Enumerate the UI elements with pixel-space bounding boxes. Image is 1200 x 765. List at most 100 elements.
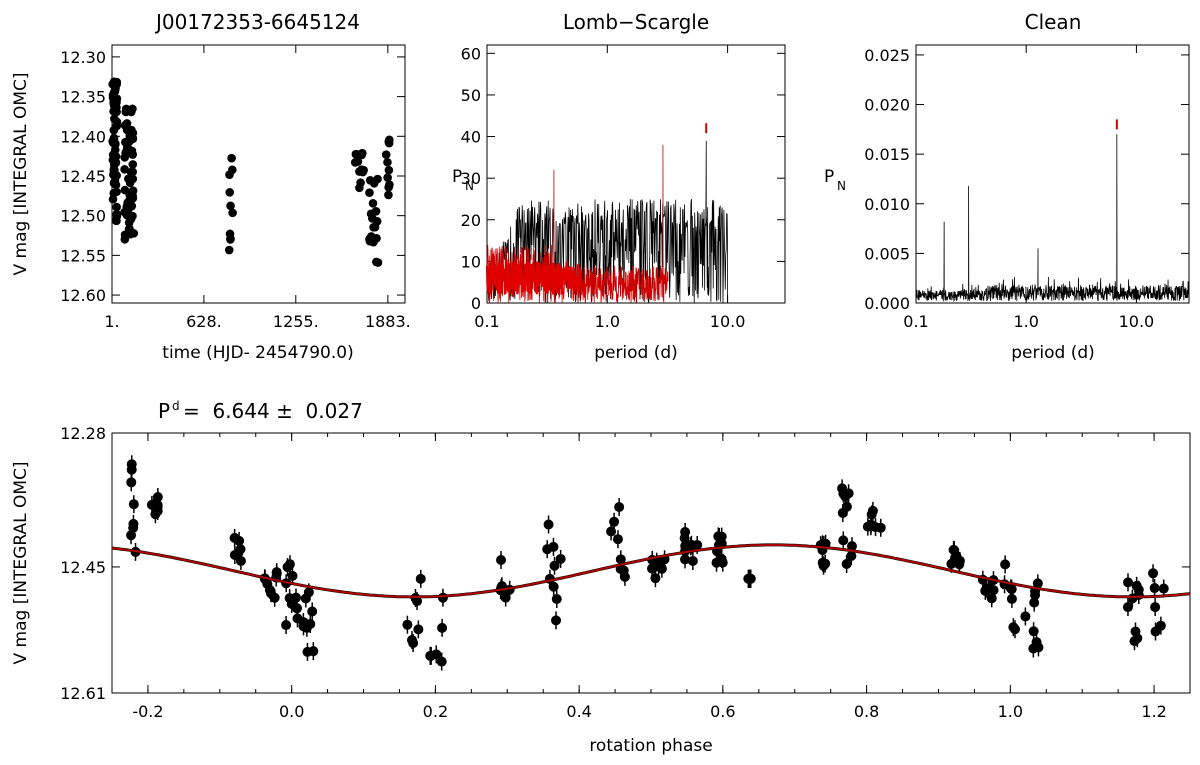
data-point [120,164,129,174]
data-point [120,235,130,244]
x-tick-label: 0.1 [474,312,499,331]
data-point [384,190,393,200]
x-tick-label: 1.0 [998,702,1023,721]
lombscargle-frame [486,44,786,304]
data-point [867,505,878,516]
data-point [371,206,381,216]
clean-title: Clean [1025,10,1082,34]
x-tick-label: -0.2 [132,702,163,721]
y-tick-label: 0.010 [864,195,910,214]
data-point [124,218,134,227]
data-point [300,593,311,604]
data-point [126,477,137,488]
data-point [120,153,130,162]
x-tick-label: 10.0 [1119,312,1155,331]
data-point [128,160,138,169]
data-point [359,165,368,175]
data-point [121,104,131,114]
data-point [281,620,292,631]
y-tick-label: 20 [461,211,481,230]
lightcurve-axes: 1. 628. 1255. 1883. 12.30 12.35 12.40 12.45 12.5… [60,45,411,331]
x-tick-label: 1.0 [595,312,620,331]
data-point [402,619,413,630]
y-tick-label: 0.020 [864,96,910,115]
data-point [305,619,316,630]
data-point [125,195,134,205]
clean-frame [915,44,1190,304]
data-point [612,534,623,545]
x-tick-label: 0.1 [903,312,928,331]
data-point [111,79,120,89]
data-point [225,188,235,197]
data-point [548,581,559,592]
data-point [108,90,118,100]
data-point [1149,583,1160,594]
lightcurve-xlabel: time (HJD- 2454790.0) [162,343,353,363]
fit-curve [111,543,1191,598]
data-point [269,592,280,603]
data-point [615,554,626,565]
data-point [983,583,994,594]
y-tick-label: 40 [461,128,481,147]
phased-panel: P d = 6.644 ± 0.027 rotation phase V mag… [11,399,1191,756]
period-value: = 6.644 ± 0.027 [183,399,363,423]
data-point [384,138,394,148]
data-point [650,573,661,584]
data-point [609,516,620,527]
data-point [384,165,394,175]
data-point [614,501,625,512]
y-tick-label: 60 [461,44,481,63]
y-tick-label: 30 [461,169,481,188]
data-point [1020,611,1031,622]
data-point [381,150,391,159]
data-point [692,539,703,550]
data-point [846,550,857,561]
data-point [225,229,235,239]
data-point [128,518,139,529]
lightcurve-panel: J00172353-6645124 time (HJD- 2454790.0) … [11,10,411,363]
data-point [307,606,318,617]
data-point [365,175,375,185]
data-point [124,174,133,184]
data-point [353,157,363,166]
data-point [948,544,959,555]
data-point [862,521,873,532]
lightcurve-ylabel: V mag [INTEGRAL OMC] [11,72,31,275]
clean-ylabel: P [824,167,834,187]
y-tick-label: 12.45 [60,558,106,577]
data-point [356,178,365,187]
x-tick-label: 1883. [365,312,411,331]
data-point [1032,578,1043,589]
data-point [109,188,119,198]
y-tick-label: 12.61 [60,684,106,703]
data-point [1158,583,1169,594]
lightcurve-title: J00172353-6645124 [154,10,360,34]
data-point [111,103,120,113]
data-point [551,593,562,604]
data-point [543,519,554,530]
data-point [109,133,119,143]
data-point [1148,568,1159,579]
data-point [500,592,511,603]
lombscargle-ylabel-sub: N [465,179,474,193]
data-point [1133,590,1144,601]
data-point [224,245,234,255]
y-tick-label: 12.55 [60,246,106,265]
data-point [111,180,121,190]
data-point [109,125,119,135]
data-point [436,656,447,667]
data-point [368,214,377,223]
x-tick-label: 0.8 [854,702,879,721]
y-tick-label: 10 [461,252,481,271]
data-point [549,560,560,571]
data-point [649,562,660,573]
data-point [112,171,121,180]
data-point [226,201,235,211]
data-point [820,558,831,569]
data-point [373,174,382,184]
data-point [123,142,132,151]
phased-ylabel: V mag [INTEGRAL OMC] [11,461,31,664]
clean-xlabel: period (d) [1011,343,1095,363]
x-tick-label: 1. [104,312,119,331]
data-point [437,622,448,633]
